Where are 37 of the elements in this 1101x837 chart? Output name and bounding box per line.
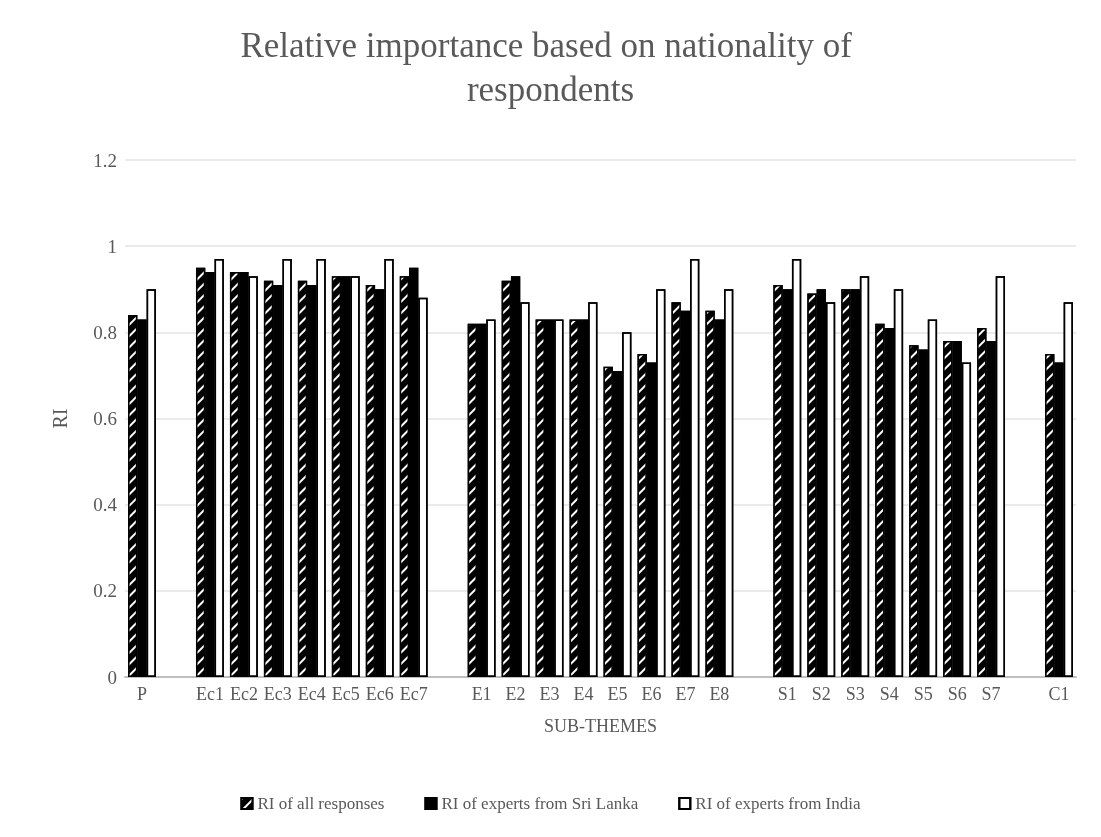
y-tick-label: 0.6 — [93, 408, 117, 429]
x-tick-label: Ec4 — [297, 684, 326, 704]
x-tick-label: C1 — [1048, 684, 1070, 704]
x-tick-label: Ec5 — [331, 684, 360, 704]
x-tick-label: E3 — [539, 684, 560, 704]
y-tick-label: 0.2 — [93, 580, 117, 602]
x-tick-label: E6 — [641, 684, 662, 704]
x-tick-label: Ec6 — [365, 684, 394, 704]
x-axis-title: SUB-THEMES — [543, 716, 658, 736]
x-tick-label: S1 — [777, 684, 797, 704]
x-tick-label: S7 — [981, 684, 1001, 704]
chart-title: Relative importance based on nationality of respondents — [240, 25, 861, 109]
x-tick-label: S2 — [811, 684, 831, 704]
x-tick-label: S4 — [879, 684, 899, 704]
x-tick-label: E7 — [675, 684, 696, 704]
x-tick-label: Ec2 — [229, 684, 258, 704]
x-tick-label: S5 — [913, 684, 933, 704]
y-axis-title: RI — [49, 408, 71, 429]
x-tick-label: E1 — [471, 684, 492, 704]
x-tick-label: E4 — [573, 684, 594, 704]
y-tick-label: 0.4 — [93, 494, 118, 516]
x-tick-label: E2 — [505, 684, 526, 704]
y-tick-label: 0.8 — [93, 321, 117, 343]
x-tick-label: Ec1 — [195, 684, 224, 704]
y-tick-label: 0 — [107, 666, 117, 688]
x-tick-label: S3 — [845, 684, 865, 704]
legend-label: RI of experts from Sri Lanka — [441, 794, 639, 813]
x-tick-label: Ec3 — [263, 684, 292, 704]
legend-label: RI of all responses — [257, 794, 385, 813]
x-tick-label: E8 — [709, 684, 730, 704]
x-tick-label: P — [136, 684, 147, 704]
y-tick-label: 1.2 — [93, 149, 117, 171]
x-tick-label: S6 — [947, 684, 967, 704]
x-tick-label: Ec7 — [399, 684, 428, 704]
legend-label: RI of experts from India — [695, 794, 861, 813]
x-tick-label: E5 — [607, 684, 628, 704]
y-tick-label: 1 — [107, 235, 117, 257]
